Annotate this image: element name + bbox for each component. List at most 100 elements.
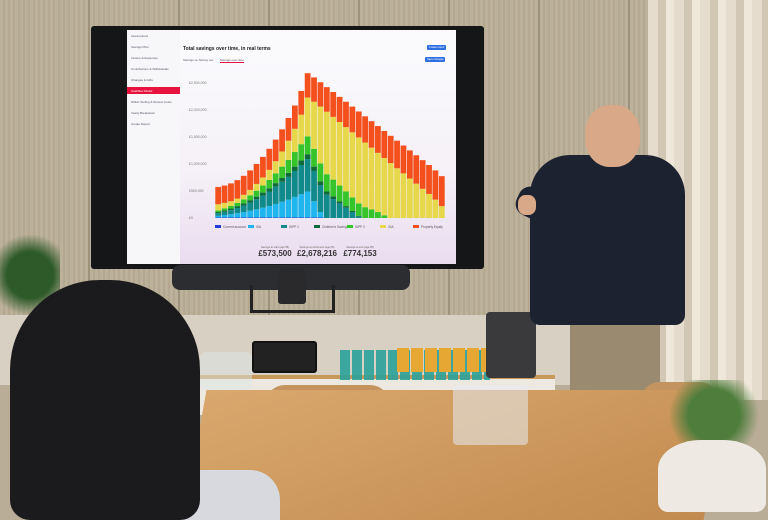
- bar-segment: [298, 114, 305, 145]
- bar-segment: [285, 217, 292, 218]
- sidebar-item[interactable]: Savings Plan: [131, 45, 149, 49]
- bar-segment: [317, 82, 324, 107]
- bar-segment: [221, 185, 228, 203]
- sidebar-item[interactable]: Yearly Breakdown: [131, 111, 156, 115]
- bar-segment: [260, 207, 266, 218]
- bar-segment: [438, 206, 445, 218]
- bar-segment: [336, 185, 343, 202]
- bar-segment: [260, 217, 266, 218]
- bar-segment: [355, 216, 362, 218]
- bar-segment: [240, 203, 247, 206]
- bar-segment: [279, 166, 285, 178]
- bar-segment: [247, 195, 254, 201]
- presenter-head: [585, 105, 640, 167]
- tab[interactable]: Savings vs. Money out: [183, 58, 214, 62]
- chart-title: Total savings over time, in real terms: [183, 46, 271, 52]
- bar-segment: [272, 173, 279, 184]
- presenter: [530, 155, 685, 325]
- bar-segment: [260, 177, 266, 186]
- bar-segment: [349, 212, 356, 218]
- sidebar-item[interactable]: Which Tooling & Review Costs: [131, 100, 172, 104]
- bar-segment: [221, 217, 228, 218]
- bar-segment: [336, 201, 343, 204]
- bar-segment: [375, 152, 381, 213]
- bar-segment: [317, 185, 324, 213]
- bar-segment: [291, 105, 298, 129]
- bar-segment: [240, 199, 247, 204]
- bar-segment: [253, 183, 260, 191]
- legend-label: Children's Savings: [322, 225, 349, 229]
- bar-segment: [304, 191, 311, 218]
- bar-segment: [291, 217, 298, 218]
- bar-segment: [291, 196, 298, 218]
- bar-segment: [323, 174, 330, 192]
- bar-segment: [387, 135, 394, 164]
- bar-segment: [362, 116, 369, 143]
- bar-segment: [253, 217, 260, 218]
- viewer-head: [10, 280, 200, 520]
- bar-segment: [247, 170, 254, 190]
- bar-segment: [381, 130, 388, 158]
- stat-retirement: Savings at retirement (age 65) £2,678,216: [296, 246, 338, 258]
- bar-segment: [215, 212, 222, 214]
- bar-segment: [336, 122, 343, 186]
- bar-segment: [368, 209, 375, 218]
- y-tick-label: £1,000,000: [189, 162, 207, 166]
- bar-segment: [317, 181, 324, 186]
- bar-segment: [240, 212, 247, 218]
- bar-segment: [343, 191, 349, 207]
- sidebar-item[interactable]: Assumptions: [131, 34, 149, 38]
- bar-segment: [317, 217, 324, 218]
- bar-segment: [266, 217, 273, 218]
- bar-segment: [304, 154, 311, 160]
- bar-segment: [330, 116, 337, 180]
- bar-segment: [413, 183, 420, 218]
- bar-segment: [432, 170, 439, 200]
- bar-segment: [234, 180, 241, 199]
- presenter-legs: [570, 320, 660, 400]
- bar-segment: [228, 208, 234, 211]
- bar-segment: [355, 137, 362, 204]
- bar-segment: [285, 176, 292, 200]
- legend-label: Current account: [223, 225, 246, 229]
- bar-segment: [279, 129, 285, 152]
- bar-segment: [253, 163, 260, 184]
- bar-segment: [368, 121, 375, 148]
- stat-start: Savings at start (age 55) £573,500: [258, 246, 292, 258]
- bar-segment: [221, 210, 228, 212]
- bar-segment: [272, 161, 279, 174]
- legend-swatch: [314, 225, 320, 228]
- save-button[interactable]: Save changes: [425, 57, 446, 62]
- coffee-machine: [486, 312, 536, 378]
- bar-segment: [426, 165, 432, 194]
- bar-segment: [298, 194, 305, 218]
- create-report-button[interactable]: Create report: [427, 45, 447, 50]
- sidebar-item[interactable]: Changes & Gifts: [131, 78, 153, 82]
- bar-segment: [279, 217, 285, 218]
- sidebar-item-active[interactable]: Cashflow Model: [127, 87, 180, 94]
- tv-mount: [250, 285, 335, 313]
- bar-segment: [375, 212, 381, 218]
- bar-segment: [240, 205, 247, 213]
- bar-segment: [272, 183, 279, 187]
- bar-segment: [375, 126, 381, 153]
- bar-segment: [272, 139, 279, 162]
- bar-segment: [285, 159, 292, 173]
- bar-segment: [426, 193, 432, 218]
- bar-segment: [266, 188, 273, 192]
- bar-segment: [221, 211, 228, 216]
- sidebar-item[interactable]: Create Report: [131, 122, 150, 126]
- y-tick-label: £0: [189, 216, 193, 220]
- bar-segment: [304, 73, 311, 98]
- bar-segment: [298, 144, 305, 161]
- bar-segment: [343, 127, 349, 192]
- bar-segment: [432, 199, 439, 218]
- sidebar-item[interactable]: Income & Expenses: [131, 56, 158, 60]
- tab-active[interactable]: Savings over time: [220, 58, 244, 63]
- bar-segment: [291, 152, 298, 167]
- bar-segment: [247, 202, 254, 211]
- sidebar-item[interactable]: Contributions & Withdrawals: [131, 67, 169, 71]
- legend-swatch: [347, 225, 353, 228]
- bar-segment: [234, 198, 241, 203]
- bar-segment: [253, 190, 260, 197]
